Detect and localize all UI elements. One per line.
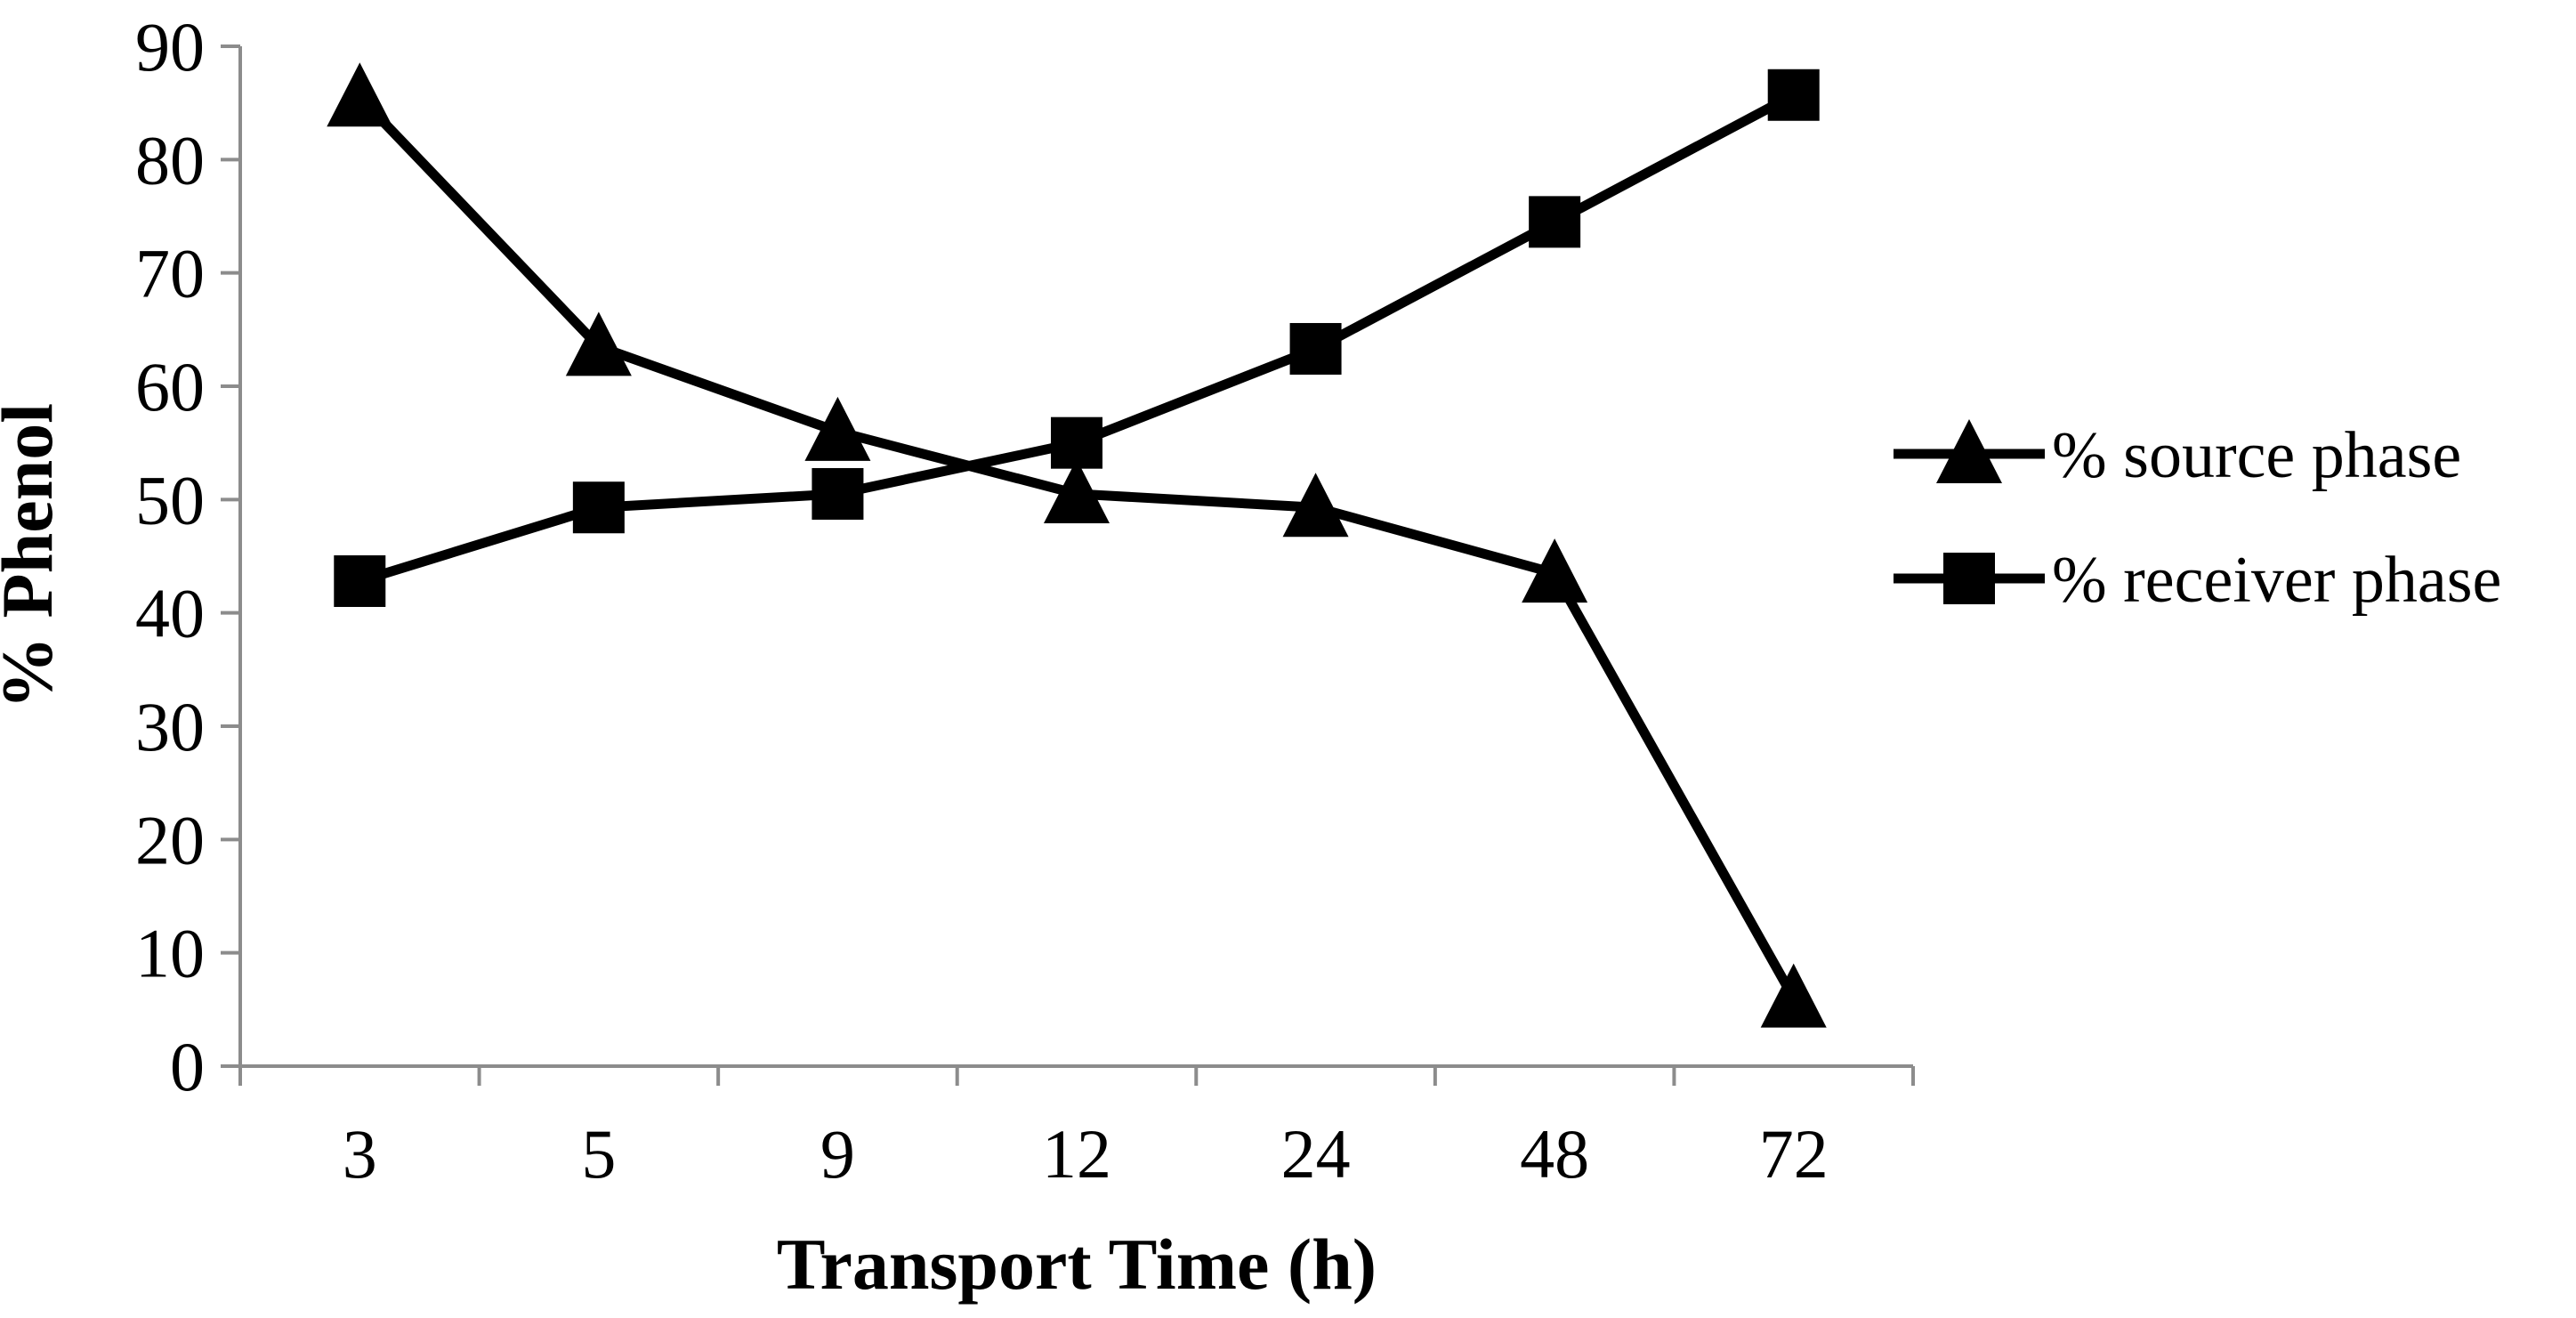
x-axis-title: Transport Time (h) [777, 1224, 1377, 1305]
x-tick-label: 48 [1520, 1115, 1589, 1193]
triangle-marker-point [1044, 458, 1110, 523]
x-tick-label: 72 [1759, 1115, 1829, 1193]
square-marker-point [812, 467, 864, 520]
x-tick-label: 3 [343, 1115, 377, 1193]
square-marker-point [334, 555, 386, 608]
x-tick-label: 24 [1281, 1115, 1351, 1193]
y-tick-label: 90 [135, 8, 205, 85]
series-source-phase [327, 62, 1827, 1028]
y-tick-label: 80 [135, 121, 205, 198]
y-tick-label: 60 [135, 348, 205, 425]
y-tick-label: 40 [135, 575, 205, 652]
square-legend-marker [1943, 553, 1995, 604]
triangle-marker-point [1282, 473, 1349, 538]
y-tick-label: 20 [135, 801, 205, 878]
legend-label: % source phase [2052, 419, 2461, 492]
triangle-marker-point [1760, 963, 1827, 1028]
y-tick-label: 10 [135, 915, 205, 992]
y-tick-label: 50 [135, 461, 205, 538]
legend-item: % receiver phase [1894, 544, 2501, 617]
y-axis: 0 10 20 30 40 50 60 70 80 90 [135, 8, 242, 1105]
triangle-legend-marker [1936, 419, 2002, 483]
x-tick-label: 9 [820, 1115, 855, 1193]
triangle-marker-point [804, 396, 871, 461]
y-tick-label: 30 [135, 688, 205, 765]
legend: % source phase % receiver phase [1894, 419, 2501, 617]
series-receiver-phase [334, 69, 1820, 608]
square-marker-point [572, 481, 625, 534]
square-marker-point [1529, 196, 1581, 248]
square-marker-point [1051, 416, 1102, 469]
square-marker-point [1767, 69, 1820, 121]
x-tick-label: 12 [1042, 1115, 1111, 1193]
x-axis: 3 5 9 12 24 48 72 [238, 1064, 1915, 1193]
legend-item: % source phase [1894, 419, 2461, 492]
y-tick-label: 0 [170, 1028, 205, 1105]
triangle-marker-point [565, 311, 632, 376]
triangle-marker-point [1522, 538, 1588, 603]
series-layer [327, 62, 1827, 1028]
square-marker-point [1289, 322, 1342, 375]
y-axis-title: % Phenol [0, 403, 68, 709]
y-tick-label: 70 [135, 235, 205, 312]
triangle-marker-point [327, 62, 393, 127]
legend-label: % receiver phase [2052, 544, 2501, 617]
x-tick-label: 5 [581, 1115, 616, 1193]
